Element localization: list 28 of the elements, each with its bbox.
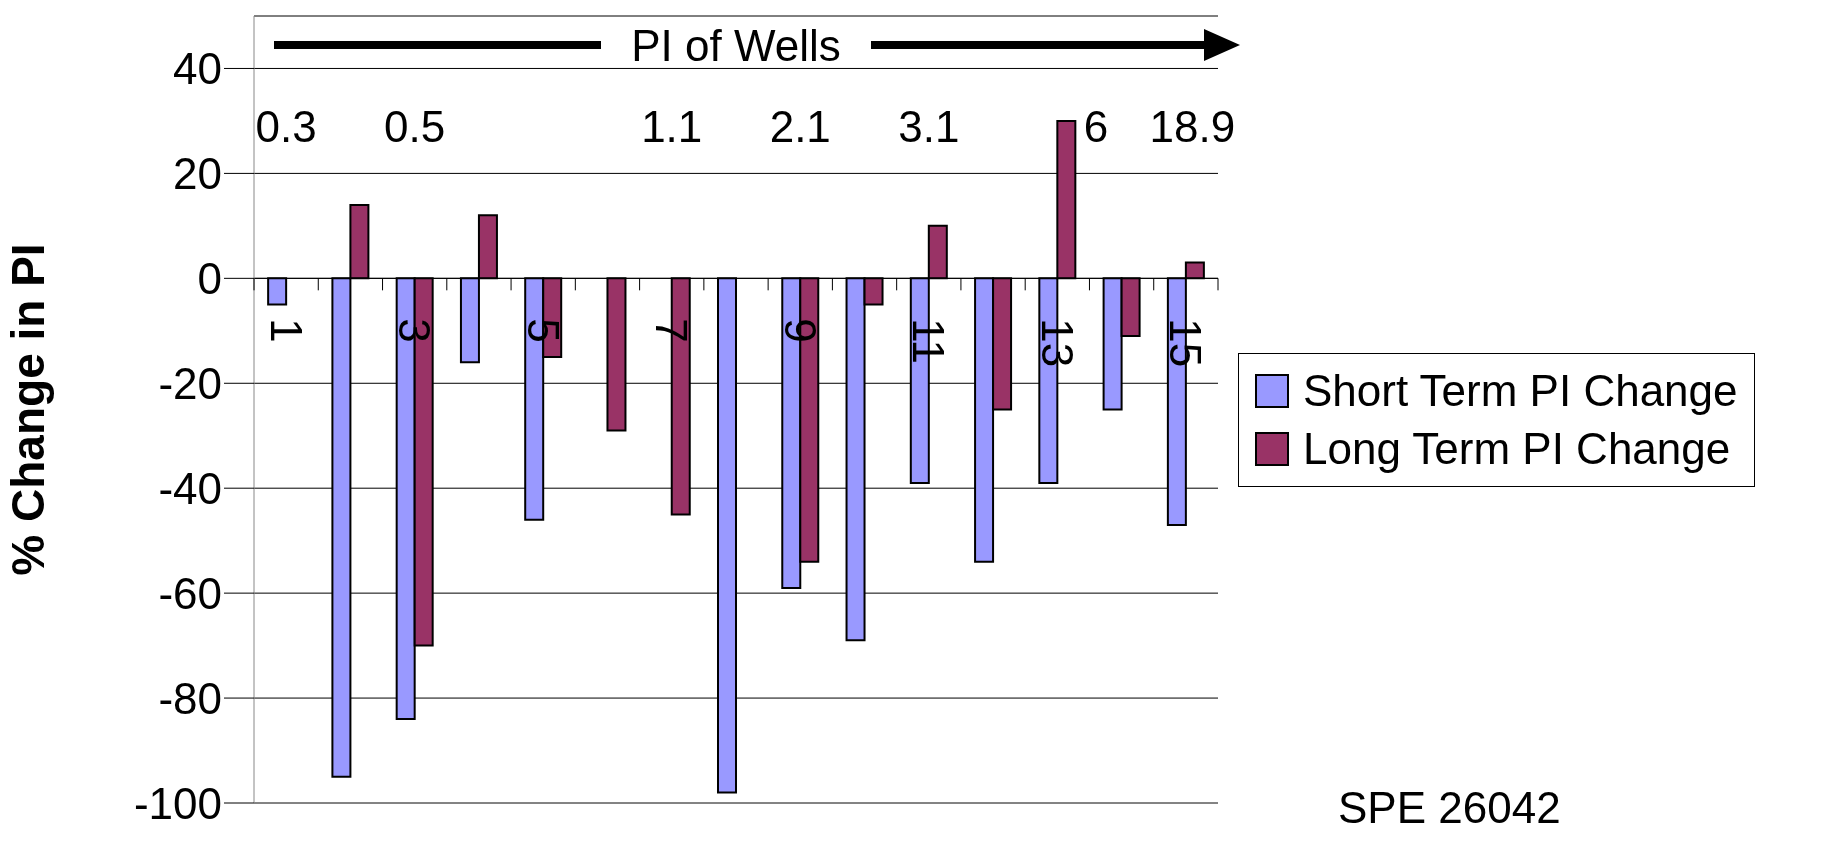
x-tick-label: 15 [1161, 318, 1211, 368]
annotation: 0.3 [255, 101, 317, 151]
y-tick-label: 0 [197, 253, 222, 303]
legend-label: Long Term PI Change [1303, 423, 1731, 475]
x-tick-label: 9 [775, 318, 825, 343]
y-tick-label: -80 [158, 673, 222, 723]
x-tick-label: 7 [647, 318, 697, 343]
legend-label: Short Term PI Change [1303, 365, 1738, 417]
annotation: 2.1 [769, 101, 831, 151]
x-tick-label: 1 [261, 318, 311, 343]
y-tick-label: 20 [173, 149, 222, 199]
y-tick-label: -40 [158, 463, 222, 513]
x-tick-label: 5 [518, 318, 568, 343]
annotation: 6 [1083, 101, 1109, 151]
text: SPE 26042 [1338, 783, 1561, 832]
annotation: 18.9 [1149, 101, 1236, 151]
y-tick-label: 40 [173, 44, 222, 94]
y-tick-label: -60 [158, 568, 222, 618]
annotation: 3.1 [898, 101, 960, 151]
x-tick-label: 3 [390, 318, 440, 343]
y-tick-label: -20 [158, 358, 222, 408]
y-tick-label: -100 [133, 778, 222, 828]
annotation: 1.1 [641, 101, 703, 151]
annotation: 0.5 [384, 101, 446, 151]
annotation: PI of Wells [631, 20, 841, 70]
y-axis-title: % Change in PI [2, 243, 55, 576]
x-tick-label: 11 [904, 318, 954, 365]
x-tick-label: 13 [1032, 318, 1082, 368]
